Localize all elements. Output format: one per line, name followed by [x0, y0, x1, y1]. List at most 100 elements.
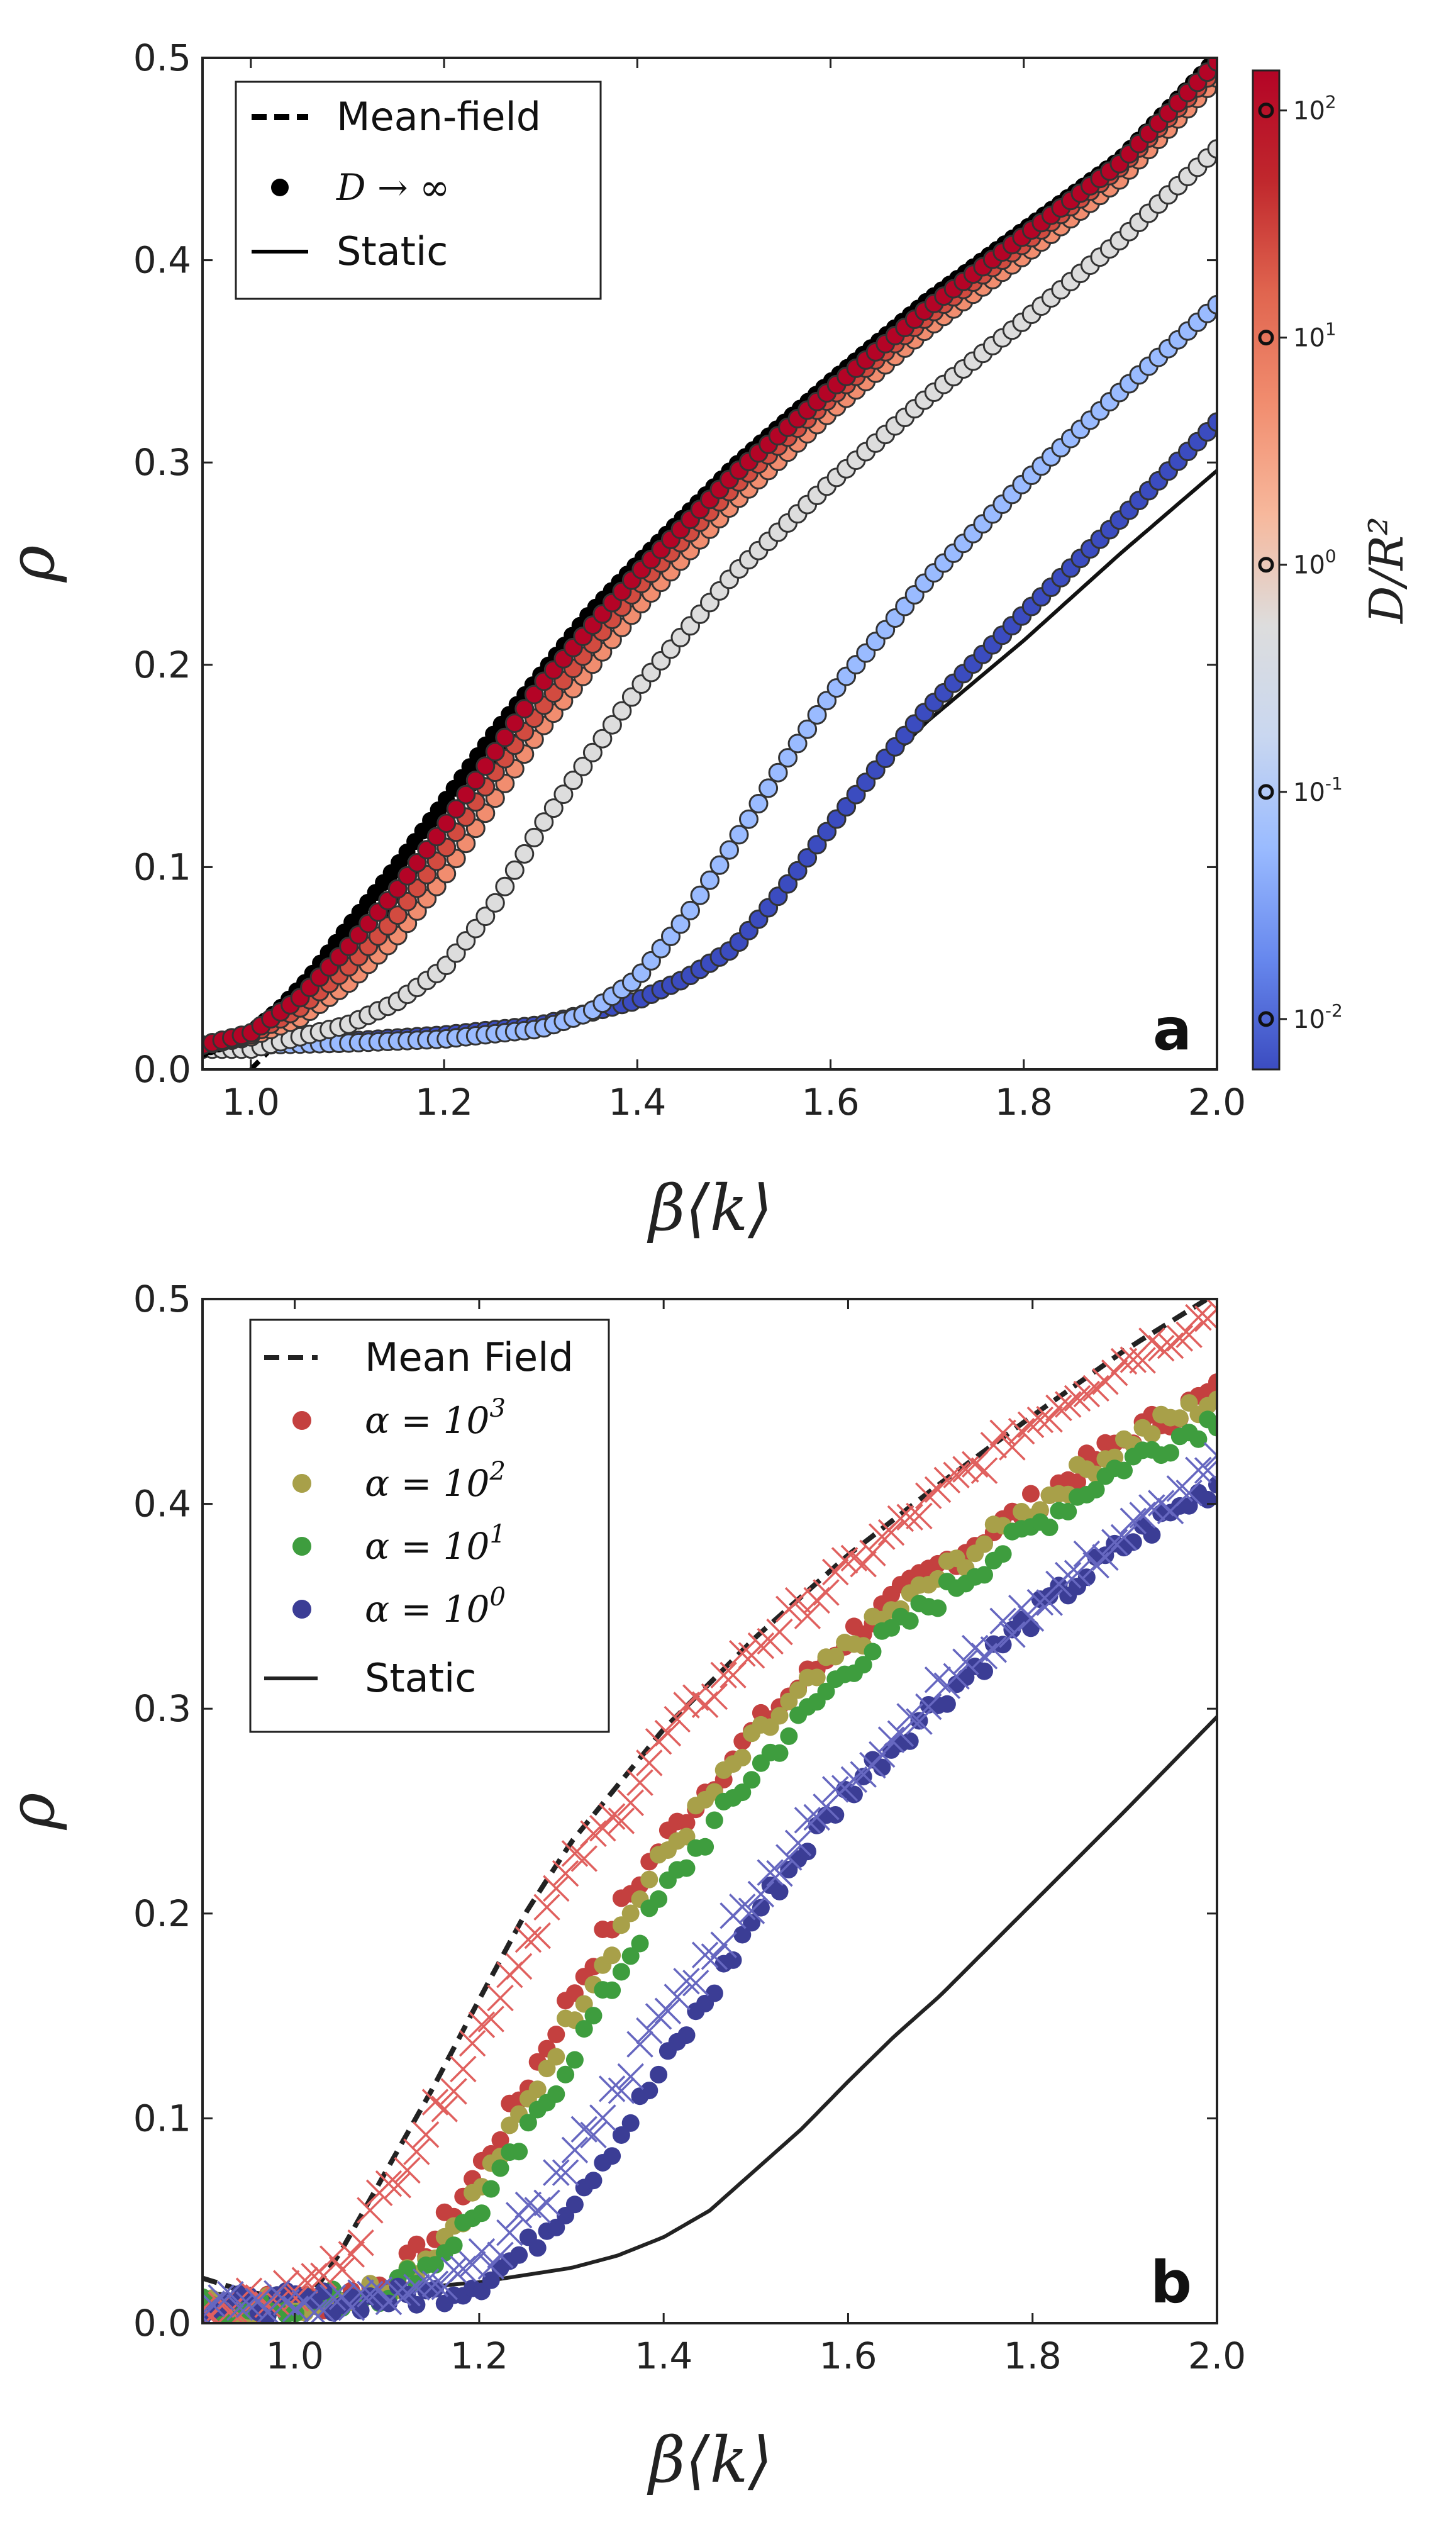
mean-field-line	[203, 1299, 1212, 2301]
cross-point-alpha-3	[654, 1719, 682, 1747]
data-point-alpha-1	[696, 1838, 714, 1856]
data-point-alpha-0	[565, 2195, 584, 2214]
data-point-D-100	[426, 827, 447, 847]
data-point-D-1	[495, 876, 515, 896]
data-point-D-100	[407, 853, 427, 873]
cross-point-alpha-3	[626, 1769, 653, 1796]
data-point-alpha-1	[733, 1783, 752, 1802]
data-point-alpha-1	[705, 1811, 723, 1829]
cross-point-alpha-3	[1147, 1334, 1175, 1362]
x-tick-label: 1.8	[1004, 2335, 1062, 2377]
legend-a-static-label: Static	[336, 228, 448, 274]
cross-point-alpha-3	[375, 2170, 403, 2197]
cross-point-alpha-0	[729, 1894, 756, 1921]
cross-point-alpha-3	[384, 2172, 411, 2199]
data-point-D-0.1	[817, 691, 837, 711]
cross-point-alpha-3	[282, 2285, 309, 2312]
data-point-D-0.01	[817, 822, 837, 842]
cross-point-alpha-3	[636, 1749, 663, 1777]
cross-point-alpha-0	[617, 2063, 644, 2090]
colorbar: 102 101 100 10-1 10-2 D/R²	[1252, 69, 1414, 1071]
panel-a-xlabel: β⟨k⟩	[647, 1171, 772, 1245]
data-point-alpha-0	[938, 1695, 956, 1713]
data-point-alpha-1	[398, 2260, 416, 2279]
data-point-alpha-1	[854, 1656, 872, 1674]
data-point-D-1	[582, 742, 603, 762]
data-point-D-0.1	[778, 748, 798, 768]
cross-point-alpha-3	[543, 1875, 570, 1902]
cross-point-alpha-0	[896, 1703, 923, 1730]
y-tick-label: 0.2	[133, 644, 191, 686]
cross-point-alpha-3	[943, 1461, 970, 1489]
data-point-alpha-1	[565, 2051, 584, 2069]
cross-point-alpha-0	[757, 1859, 784, 1886]
cross-point-alpha-3	[859, 1539, 886, 1567]
panel-a-ticks: 1.0 1.2 1.4 1.6 1.8 2.0 0.0 0.1 0.2 0.3 0.4 0.5	[133, 36, 1246, 1124]
legend-b-alpha2-swatch	[292, 1474, 311, 1493]
x-tick-label: 2.0	[1188, 1081, 1246, 1124]
data-point-D-1	[543, 798, 564, 818]
cross-point-alpha-0	[952, 1648, 979, 1675]
cross-point-alpha-0	[664, 1983, 691, 2011]
cross-point-alpha-3	[291, 2267, 319, 2294]
colorbar-marker	[1258, 103, 1274, 119]
data-point-D-100	[485, 742, 505, 762]
cross-point-alpha-0	[887, 1720, 914, 1748]
cross-point-alpha-3	[598, 1803, 626, 1830]
cross-point-alpha-0	[775, 1844, 803, 1871]
cross-point-alpha-0	[608, 2077, 635, 2104]
data-point-D-0.1	[807, 705, 827, 725]
cross-point-alpha-0	[701, 1943, 728, 1970]
cross-point-alpha-0	[794, 1807, 821, 1834]
cross-point-alpha-0	[691, 1941, 719, 1968]
data-point-alpha-0	[547, 2218, 565, 2236]
data-point-alpha-1	[472, 2204, 491, 2223]
cross-point-alpha-0	[989, 1607, 1016, 1634]
data-point-alpha-0	[1143, 1526, 1161, 1544]
data-point-D-1	[592, 728, 613, 749]
legend-b-alpha1-label: α = 101	[365, 1520, 506, 1568]
data-point-alpha-0	[770, 1883, 789, 1900]
cross-point-alpha-3	[729, 1640, 756, 1667]
cross-point-alpha-3	[570, 1845, 597, 1872]
panel-b-plot-area	[203, 1299, 1217, 2323]
data-point-alpha-2	[1143, 1425, 1161, 1443]
legend-a-meanfield-label: Mean-field	[336, 94, 541, 140]
cross-point-alpha-3	[831, 1547, 859, 1574]
cross-point-alpha-0	[533, 2189, 560, 2217]
data-point-alpha-1	[975, 1566, 993, 1584]
legend-b-alpha2-label: α = 102	[365, 1457, 506, 1505]
data-point-alpha-0	[901, 1732, 919, 1750]
cross-point-alpha-0	[822, 1776, 849, 1803]
cross-point-alpha-0	[1073, 1540, 1101, 1568]
cross-point-alpha-0	[412, 2268, 440, 2295]
cross-point-alpha-0	[496, 2219, 523, 2246]
cross-point-alpha-3	[328, 2256, 356, 2284]
cross-point-alpha-3	[468, 2011, 496, 2038]
data-point-alpha-0	[1208, 1476, 1217, 1494]
data-point-alpha-1	[1040, 1519, 1059, 1536]
x-tick-label: 1.8	[995, 1081, 1053, 1124]
data-point-D-1	[514, 844, 535, 864]
panel-a-label: a	[1153, 996, 1192, 1063]
cross-point-alpha-0	[1054, 1561, 1082, 1589]
data-point-D-0.1	[681, 900, 700, 920]
cross-point-alpha-3	[310, 2262, 337, 2289]
cross-point-alpha-3	[850, 1551, 877, 1578]
data-point-D-1	[524, 827, 544, 847]
cross-point-alpha-3	[1175, 1321, 1203, 1348]
colorbar-label: D/R²	[1360, 516, 1414, 625]
legend-b-alpha0-label: α = 100	[365, 1583, 506, 1631]
data-point-alpha-1	[901, 1612, 919, 1630]
data-point-alpha-0	[975, 1662, 993, 1680]
colorbar-tick-label: 10-2	[1293, 1000, 1343, 1034]
data-point-D-1	[573, 756, 593, 776]
panel-b-label: b	[1150, 2249, 1192, 2316]
cross-point-alpha-0	[580, 2121, 607, 2149]
cross-point-alpha-0	[440, 2256, 467, 2284]
cross-point-alpha-0	[943, 1663, 970, 1690]
data-point-D-100	[456, 784, 476, 805]
data-point-alpha-3	[408, 2235, 426, 2253]
data-point-D-100	[436, 813, 457, 834]
panel-a-legend: Mean-field D → ∞ Static	[235, 81, 602, 300]
